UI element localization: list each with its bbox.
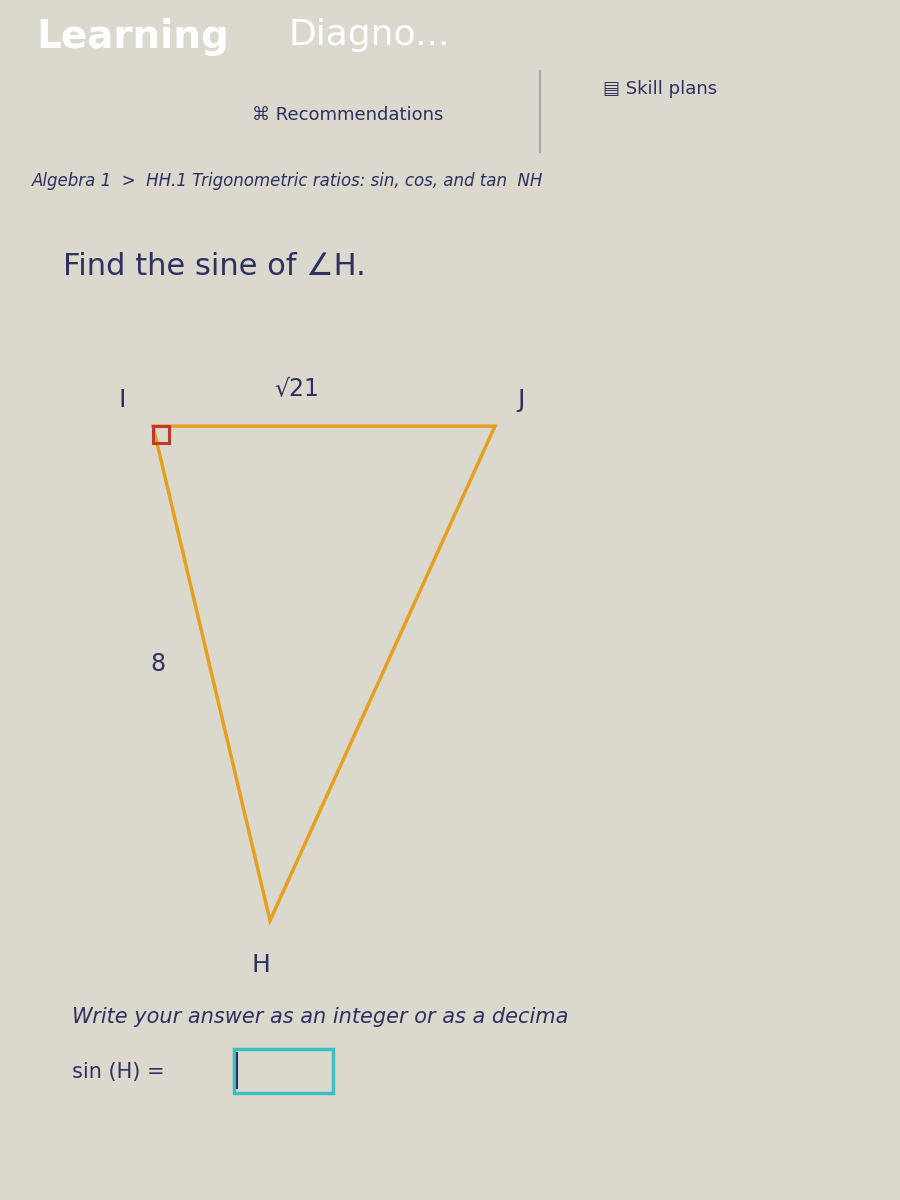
Text: √21: √21 [274,377,320,401]
Text: ⌘ Recommendations: ⌘ Recommendations [252,107,444,125]
Text: 8: 8 [150,653,165,677]
Text: Write your answer as an integer or as a decima: Write your answer as an integer or as a … [72,1007,569,1027]
Text: H: H [252,953,270,977]
Text: sin (H) =: sin (H) = [72,1062,165,1081]
Text: ▤ Skill plans: ▤ Skill plans [603,79,717,97]
Text: Learning: Learning [36,18,229,56]
Text: Diagno...: Diagno... [288,18,449,53]
Text: J: J [518,389,525,413]
Bar [153,426,169,443]
Bar [234,1049,333,1093]
Text: Algebra 1  >  HH.1 Trigonometric ratios: sin, cos, and tan  NH: Algebra 1 > HH.1 Trigonometric ratios: s… [32,172,543,190]
Text: I: I [119,389,126,413]
Text: Find the sine of ∠H.: Find the sine of ∠H. [63,252,365,281]
